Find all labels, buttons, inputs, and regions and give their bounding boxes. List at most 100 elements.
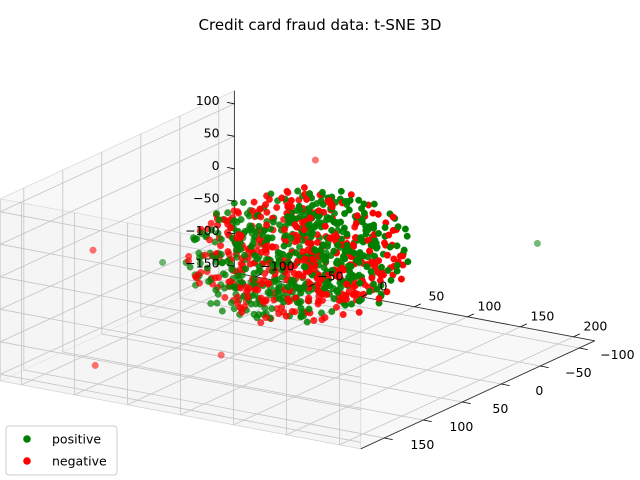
data-point-negative — [237, 284, 245, 292]
data-point-positive — [321, 255, 329, 263]
data-point-negative — [224, 248, 232, 256]
data-point-negative — [324, 271, 332, 279]
data-point-negative — [368, 258, 376, 266]
x-tick — [520, 323, 528, 328]
data-point-positive — [378, 263, 385, 271]
data-point-negative — [305, 294, 313, 302]
data-point-positive — [328, 308, 336, 315]
data-point-negative — [314, 281, 322, 289]
data-point-positive — [292, 249, 300, 257]
data-point-negative — [263, 221, 271, 229]
data-point-positive — [246, 222, 254, 230]
data-point-negative — [399, 252, 407, 260]
data-point-positive — [255, 263, 263, 271]
data-point-negative — [342, 295, 350, 303]
data-point-positive — [356, 279, 364, 287]
data-point-negative — [293, 223, 301, 231]
data-point-positive — [370, 200, 378, 208]
data-point-positive — [362, 226, 370, 234]
data-point-positive — [403, 232, 411, 240]
data-point-positive — [370, 221, 378, 229]
data-point-positive — [360, 209, 368, 217]
y-tick-label: −50 — [565, 365, 591, 380]
data-point-negative — [374, 210, 382, 218]
data-point-positive — [303, 318, 311, 326]
data-point-negative — [375, 295, 383, 302]
data-point-negative — [389, 213, 397, 221]
data-point-positive — [196, 259, 204, 267]
data-point-positive — [275, 257, 283, 265]
grid-line-x — [74, 286, 309, 396]
y-tick — [579, 347, 588, 350]
data-point-positive — [358, 218, 366, 226]
data-point-positive — [205, 277, 213, 285]
data-point-positive — [255, 222, 263, 230]
y-tick — [462, 401, 471, 404]
y-tick-label: 100 — [449, 419, 473, 434]
data-point-positive — [355, 297, 363, 305]
data-point-positive — [191, 235, 199, 243]
data-point-negative — [300, 184, 308, 192]
data-point-negative — [217, 351, 225, 359]
data-point-negative — [234, 299, 242, 307]
data-point-negative — [263, 208, 271, 216]
data-point-positive — [233, 218, 241, 226]
data-point-negative — [310, 317, 318, 324]
data-point-positive — [284, 283, 292, 291]
data-point-negative — [278, 194, 286, 202]
data-point-negative — [288, 203, 295, 211]
data-point-negative — [375, 257, 383, 265]
data-point-negative — [288, 307, 296, 315]
x-tick — [414, 303, 422, 308]
y-axis-line — [360, 340, 595, 450]
data-point-negative — [332, 303, 340, 311]
data-point-positive — [294, 187, 302, 195]
data-point-positive — [213, 299, 221, 307]
data-point-positive — [341, 301, 349, 309]
data-point-positive — [404, 258, 412, 266]
data-point-negative — [347, 191, 355, 199]
x-tick — [255, 273, 263, 278]
data-point-negative — [262, 246, 270, 254]
data-point-negative — [333, 233, 341, 241]
data-point-negative — [284, 189, 292, 196]
data-point-negative — [269, 243, 276, 251]
data-point-positive — [363, 263, 371, 271]
data-point-negative — [360, 290, 367, 298]
data-point-positive — [356, 251, 364, 259]
data-point-negative — [383, 251, 391, 259]
x-tick-label: −100 — [260, 259, 294, 274]
x-tick-label: 0 — [379, 279, 387, 294]
data-point-positive — [212, 254, 220, 262]
data-point-negative — [323, 290, 330, 298]
data-point-negative — [366, 247, 373, 255]
data-point-negative — [237, 232, 245, 240]
data-point-positive — [327, 215, 335, 222]
data-point-positive — [366, 288, 374, 295]
grid-line-z — [0, 373, 361, 443]
data-point-negative — [383, 288, 391, 296]
grid-line-z — [0, 341, 361, 411]
data-point-positive — [274, 288, 282, 296]
data-point-negative — [255, 236, 263, 244]
data-point-positive — [221, 271, 229, 279]
data-point-positive — [218, 307, 226, 315]
z-tick — [226, 167, 235, 170]
data-point-negative — [385, 231, 393, 239]
data-point-negative — [299, 218, 306, 226]
z-tick — [226, 199, 235, 202]
z-tick — [226, 232, 235, 235]
data-point-positive — [311, 246, 319, 254]
data-point-positive — [268, 260, 276, 268]
data-point-positive — [159, 258, 167, 266]
y-tick-label: −100 — [600, 347, 634, 362]
data-point-positive — [533, 239, 541, 247]
data-point-positive — [242, 265, 250, 273]
z-tick — [226, 134, 235, 137]
z-tick — [226, 264, 235, 267]
data-point-positive — [228, 299, 235, 307]
data-point-negative — [238, 308, 246, 316]
data-point-positive — [212, 286, 220, 294]
data-point-negative — [91, 361, 99, 369]
